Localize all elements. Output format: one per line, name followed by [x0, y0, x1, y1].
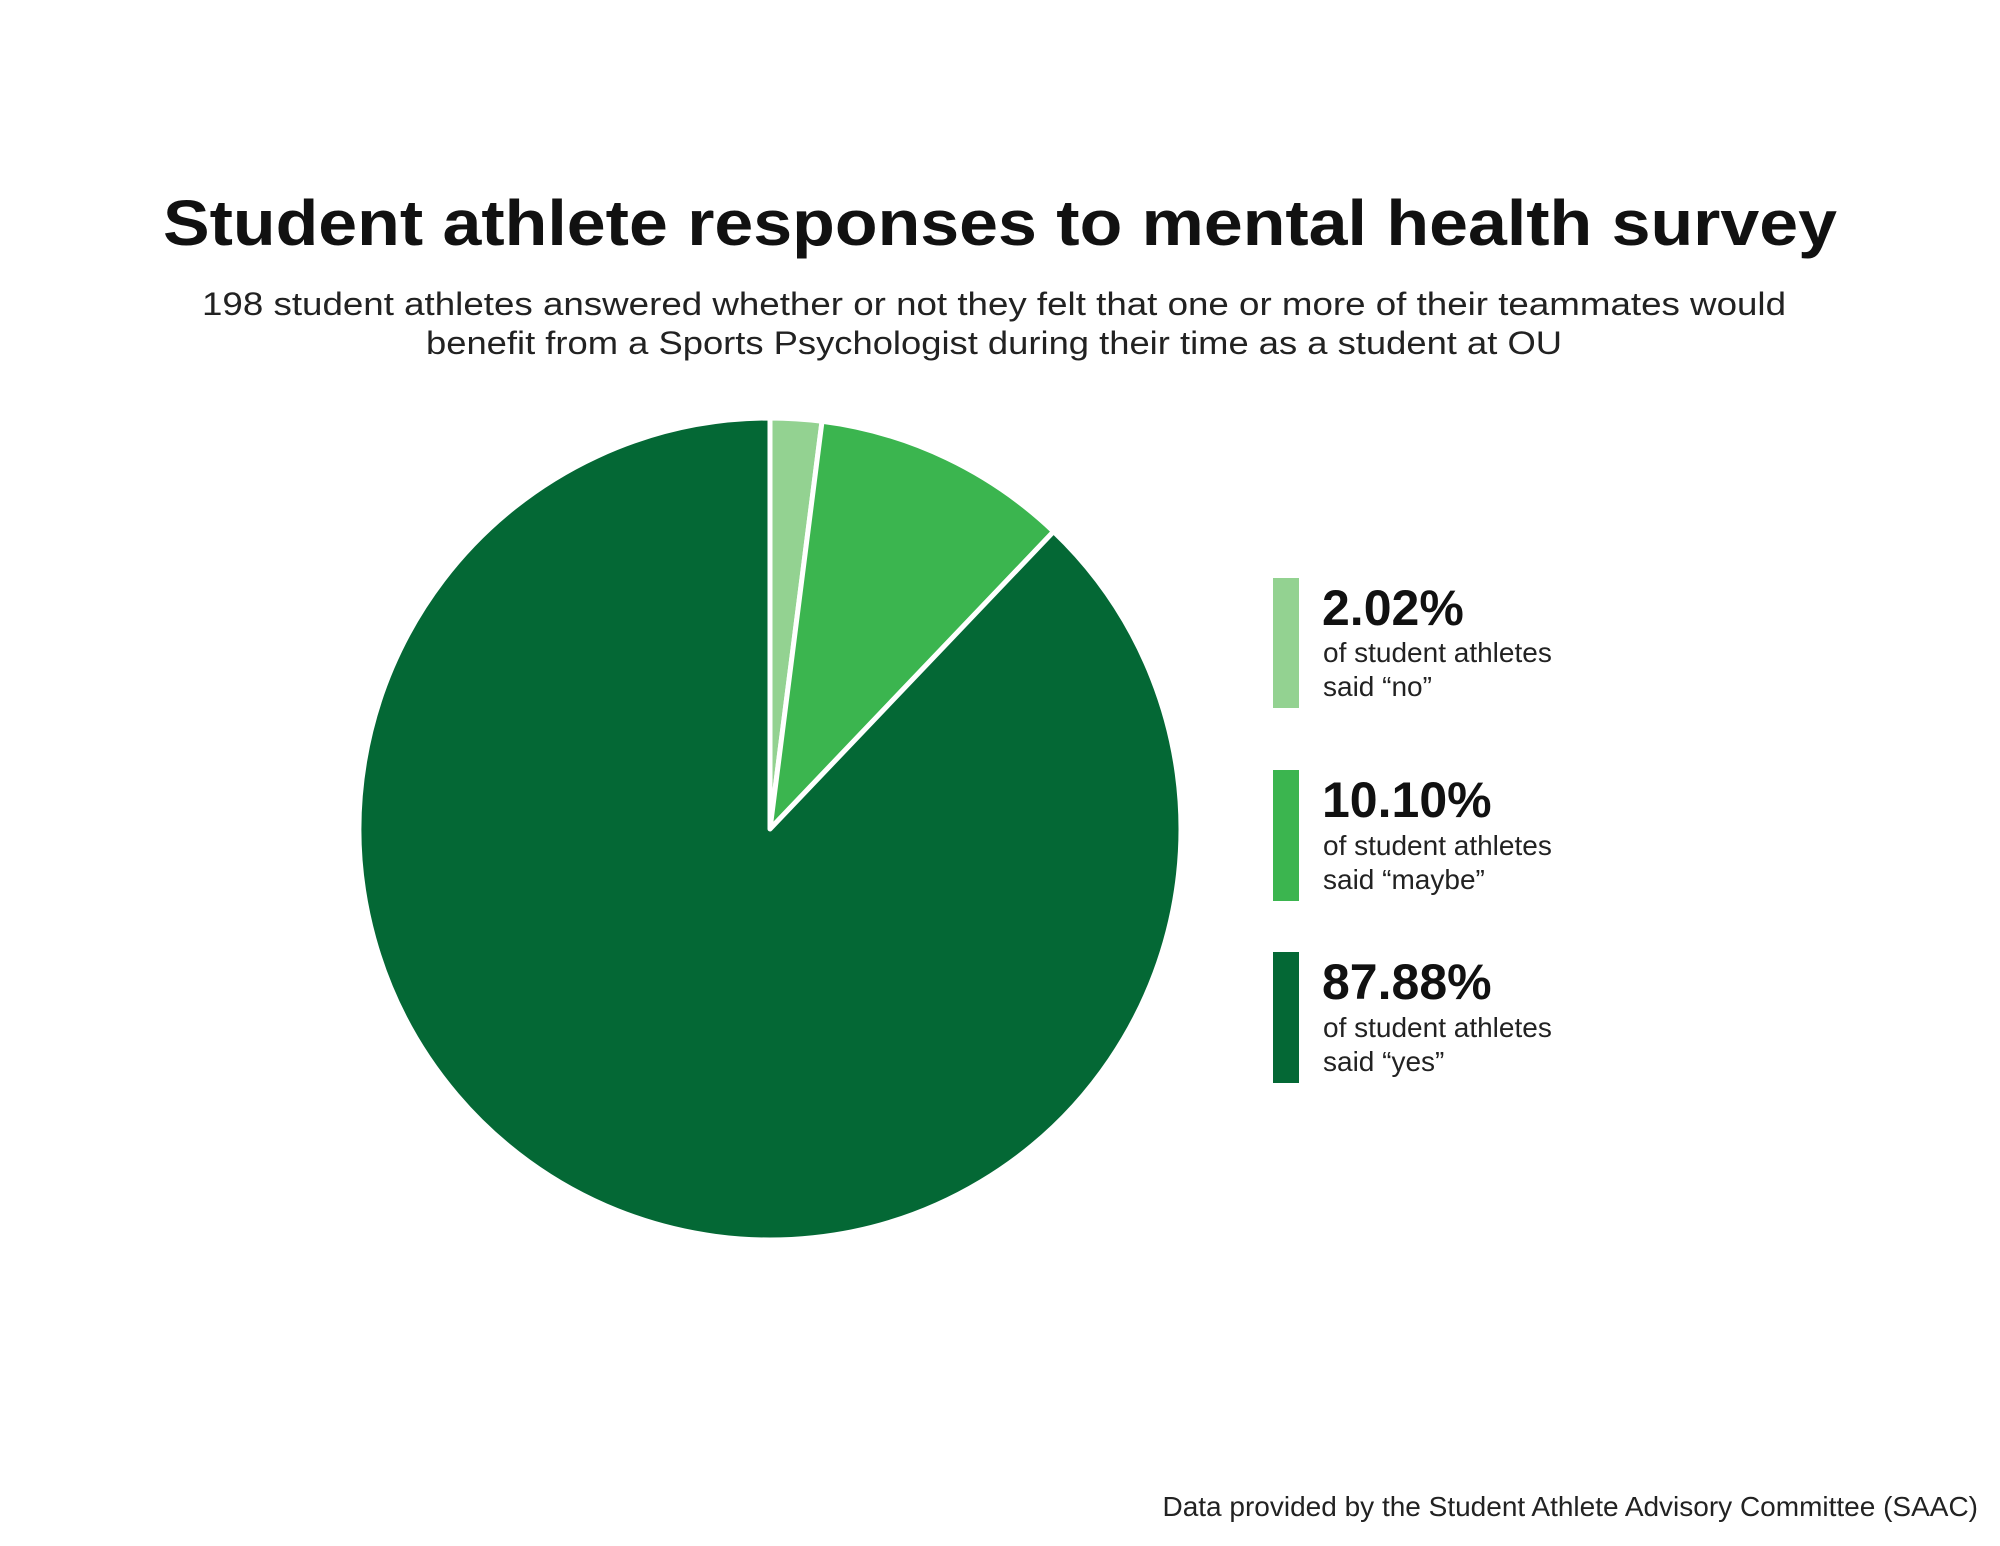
legend-desc-maybe-line-1: of student athletes: [1323, 830, 1552, 861]
legend-desc-no-line-2: said “no”: [1323, 671, 1432, 702]
legend: 2.02% of student athletes said “no” 10.1…: [1273, 578, 1552, 1083]
pie-slice-maybe: [767, 418, 1057, 832]
source-note: Data provided by the Student Athlete Adv…: [1162, 1491, 1978, 1522]
legend-swatch-yes: [1273, 952, 1299, 1083]
legend-percent-no: 2.02%: [1322, 580, 1464, 636]
legend-item-yes: 87.88% of student athletes said “yes”: [1273, 952, 1552, 1083]
chart-subtitle-line-1: 198 student athletes answered whether or…: [202, 286, 1786, 322]
legend-swatch-no: [1273, 578, 1299, 708]
legend-desc-yes-line-2: said “yes”: [1323, 1046, 1444, 1077]
legend-desc-yes-line-1: of student athletes: [1323, 1012, 1552, 1043]
pie-chart: [356, 415, 1184, 1243]
chart-subtitle-line-2: benefit from a Sports Psychologist durin…: [426, 325, 1562, 361]
legend-item-maybe: 10.10% of student athletes said “maybe”: [1273, 770, 1552, 901]
legend-percent-maybe: 10.10%: [1322, 772, 1492, 828]
legend-item-no: 2.02% of student athletes said “no”: [1273, 578, 1552, 708]
legend-desc-no-line-1: of student athletes: [1323, 637, 1552, 668]
chart-title: Student athlete responses to mental heal…: [163, 187, 1837, 259]
pie-slice-yes: [356, 415, 1184, 1243]
legend-percent-yes: 87.88%: [1322, 954, 1492, 1010]
legend-desc-maybe-line-2: said “maybe”: [1323, 864, 1485, 895]
legend-swatch-maybe: [1273, 770, 1299, 901]
